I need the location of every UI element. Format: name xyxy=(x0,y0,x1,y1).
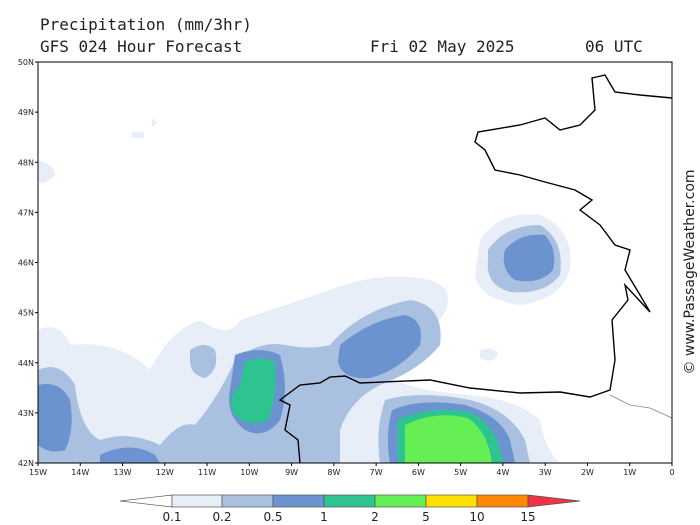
lon-label: 3W xyxy=(539,468,552,477)
lat-label: 47N xyxy=(18,208,34,217)
lon-label: 5W xyxy=(454,468,467,477)
map-area xyxy=(37,61,673,464)
watermark: © www.PassageWeather.com xyxy=(682,169,698,374)
lon-label: 14W xyxy=(71,468,89,477)
coastline xyxy=(278,74,672,463)
date: Fri 02 May 2025 xyxy=(370,37,515,56)
legend-label: 15 xyxy=(520,510,535,524)
lon-label: 1W xyxy=(623,468,636,477)
lat-label: 45N xyxy=(18,309,34,318)
lon-label: 0 xyxy=(669,468,674,477)
legend-label: 10 xyxy=(469,510,484,524)
precipitation xyxy=(38,118,571,463)
lat-label: 49N xyxy=(18,108,34,117)
lon-label: 12W xyxy=(156,468,174,477)
legend-label: 2 xyxy=(371,510,379,524)
lat-label: 42N xyxy=(18,459,34,468)
lon-label: 13W xyxy=(113,468,131,477)
lon-label: 15W xyxy=(29,468,47,477)
lon-label: 6W xyxy=(412,468,425,477)
lon-label: 2W xyxy=(581,468,594,477)
lon-label: 4W xyxy=(496,468,509,477)
subtitle: GFS 024 Hour Forecast xyxy=(40,37,242,56)
lon-label: 7W xyxy=(370,468,383,477)
legend-label: 1 xyxy=(320,510,328,524)
lat-label: 48N xyxy=(18,158,34,167)
title: Precipitation (mm/3hr) xyxy=(40,15,252,34)
lat-label: 43N xyxy=(18,409,34,418)
legend-label: 5 xyxy=(422,510,430,524)
legend-label: 0.1 xyxy=(162,510,181,524)
lat-label: 44N xyxy=(18,359,34,368)
lon-label: 11W xyxy=(198,468,216,477)
legend-label: 0.5 xyxy=(263,510,282,524)
lat-label: 50N xyxy=(18,58,34,67)
lon-label: 9W xyxy=(285,468,298,477)
legend-label: 0.2 xyxy=(212,510,231,524)
time: 06 UTC xyxy=(585,37,643,56)
legend xyxy=(119,494,581,508)
lon-label: 10W xyxy=(240,468,258,477)
lon-label: 8W xyxy=(327,468,340,477)
lat-label: 46N xyxy=(18,259,34,268)
